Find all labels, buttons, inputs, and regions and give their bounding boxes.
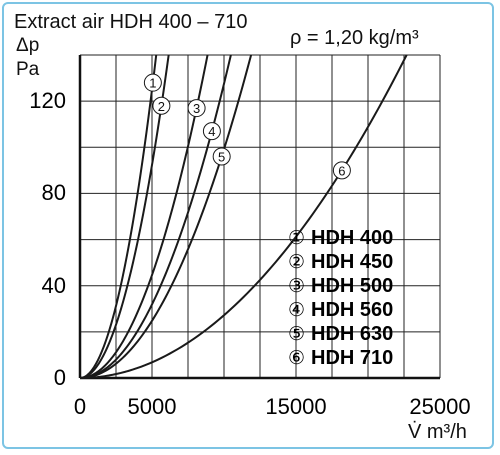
series-marker-hdh-400 — [143, 73, 162, 92]
series-line-hdh-500 — [79, 54, 209, 379]
legend-entry-hdh-450: ② HDH 450 — [288, 252, 393, 272]
y-tick-label-0: 0 — [53, 365, 66, 390]
x-tick-label-15000: 15000 — [265, 394, 327, 419]
series-line-hdh-450 — [79, 54, 170, 379]
chart-title: Extract air HDH 400 – 710 — [14, 11, 248, 33]
x-axis-label: V̇ m³/h — [408, 421, 467, 443]
legend-label: HDH 630 — [311, 323, 394, 345]
legend-entry-hdh-400: ① HDH 400 — [288, 228, 393, 248]
series-marker-hdh-630 — [212, 147, 231, 166]
series-marker-label-hdh-500: 3 — [193, 101, 200, 116]
series-marker-label-hdh-710: 6 — [338, 163, 345, 178]
series-line-hdh-710 — [79, 54, 408, 379]
legend-entry-hdh-500: ③ HDH 500 — [288, 276, 393, 296]
series-line-hdh-400 — [79, 54, 158, 379]
legend-marker: ③ — [288, 276, 306, 297]
legend-entry-hdh-560: ④ HDH 560 — [288, 300, 393, 320]
series-marker-hdh-710 — [332, 161, 351, 180]
series-marker-label-hdh-630: 5 — [218, 150, 225, 165]
series-marker-hdh-500 — [187, 99, 206, 118]
series-line-hdh-560 — [79, 54, 232, 379]
legend-marker: ② — [288, 252, 306, 273]
legend-entry-hdh-710: ⑥ HDH 710 — [288, 348, 393, 368]
series-marker-label-hdh-450: 2 — [158, 99, 165, 114]
legend-entry-hdh-630: ⑤ HDH 630 — [288, 324, 393, 344]
y-tick-label-80: 80 — [41, 180, 66, 206]
legend-label: HDH 710 — [311, 347, 394, 369]
x-tick-label-0: 0 — [73, 394, 87, 419]
y-tick-label-40: 40 — [41, 272, 66, 298]
legend-label: HDH 500 — [311, 275, 394, 297]
legend-marker: ⑥ — [288, 348, 306, 369]
series-marker-label-hdh-560: 4 — [208, 124, 215, 139]
legend-marker: ⑤ — [288, 324, 306, 345]
y-tick-label-120: 120 — [29, 88, 66, 114]
legend-label: HDH 400 — [311, 227, 394, 249]
series-marker-hdh-560 — [202, 122, 221, 141]
legend-marker: ① — [288, 228, 306, 249]
legend-label: HDH 560 — [311, 299, 394, 321]
density-annotation: ρ = 1,20 kg/m³ — [290, 27, 419, 49]
y-axis-label: Δp — [16, 35, 40, 56]
x-tick-label-5000: 5000 — [127, 394, 177, 419]
legend-label: HDH 450 — [311, 251, 394, 273]
x-tick-label-25000: 25000 — [409, 394, 471, 419]
legend-marker: ④ — [288, 300, 306, 321]
y-axis-unit: Pa — [16, 59, 40, 80]
series-marker-hdh-450 — [152, 96, 171, 115]
series-marker-label-hdh-400: 1 — [149, 76, 156, 91]
chart-frame — [2, 2, 494, 449]
